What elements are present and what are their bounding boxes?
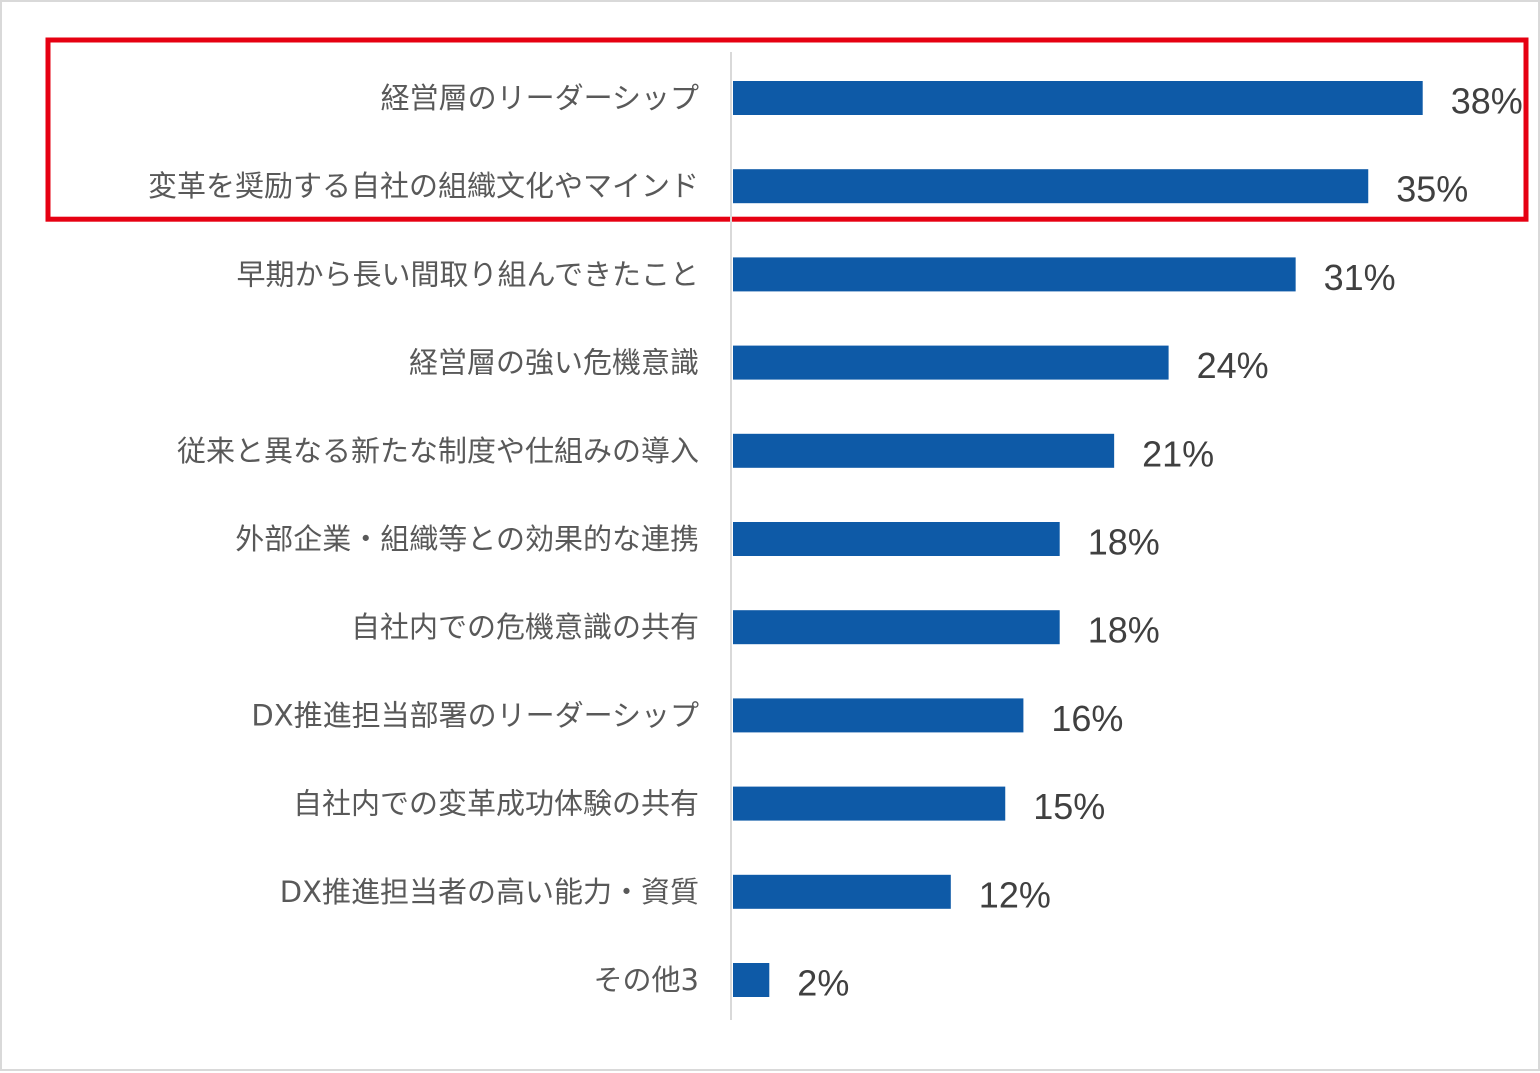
category-label: 外部企業・組織等との効果的な連携 bbox=[235, 522, 699, 556]
category-label: 経営層のリーダーシップ bbox=[381, 81, 699, 115]
bar bbox=[733, 433, 1115, 468]
category-label: 自社内での危機意識の共有 bbox=[351, 610, 699, 644]
bar bbox=[733, 698, 1024, 733]
bar bbox=[733, 81, 1423, 115]
bar bbox=[733, 257, 1296, 292]
category-label: 変革を奨励する自社の組織文化やマインド bbox=[148, 169, 699, 203]
value-label: 18% bbox=[1088, 522, 1160, 563]
category-label: 自社内での変革成功体験の共有 bbox=[293, 787, 699, 821]
bar bbox=[733, 345, 1169, 380]
value-label: 31% bbox=[1324, 257, 1396, 298]
value-label: 24% bbox=[1197, 345, 1269, 386]
bar bbox=[733, 874, 951, 909]
value-label: 18% bbox=[1088, 610, 1160, 651]
category-label: DX推進担当部署のリーダーシップ bbox=[251, 698, 699, 732]
value-label: 15% bbox=[1033, 786, 1105, 827]
value-label: 2% bbox=[797, 963, 849, 1004]
highlight-box bbox=[45, 37, 1529, 222]
bar bbox=[733, 786, 1006, 821]
value-label: 12% bbox=[979, 874, 1051, 915]
bar bbox=[733, 610, 1060, 645]
category-label: 従来と異なる新たな制度や仕組みの導入 bbox=[177, 434, 699, 468]
value-label: 21% bbox=[1142, 433, 1214, 474]
bar bbox=[733, 963, 770, 997]
bar bbox=[733, 169, 1369, 204]
category-label: DX推進担当者の高い能力・資質 bbox=[280, 875, 699, 909]
value-label: 16% bbox=[1051, 698, 1123, 739]
bar bbox=[733, 522, 1060, 556]
value-label: 35% bbox=[1396, 169, 1468, 210]
value-label: 38% bbox=[1451, 81, 1523, 122]
category-label: その他3 bbox=[594, 963, 699, 997]
category-label: 早期から長い間取り組んできたこと bbox=[236, 257, 699, 291]
category-label: 経営層の強い危機意識 bbox=[409, 346, 699, 380]
